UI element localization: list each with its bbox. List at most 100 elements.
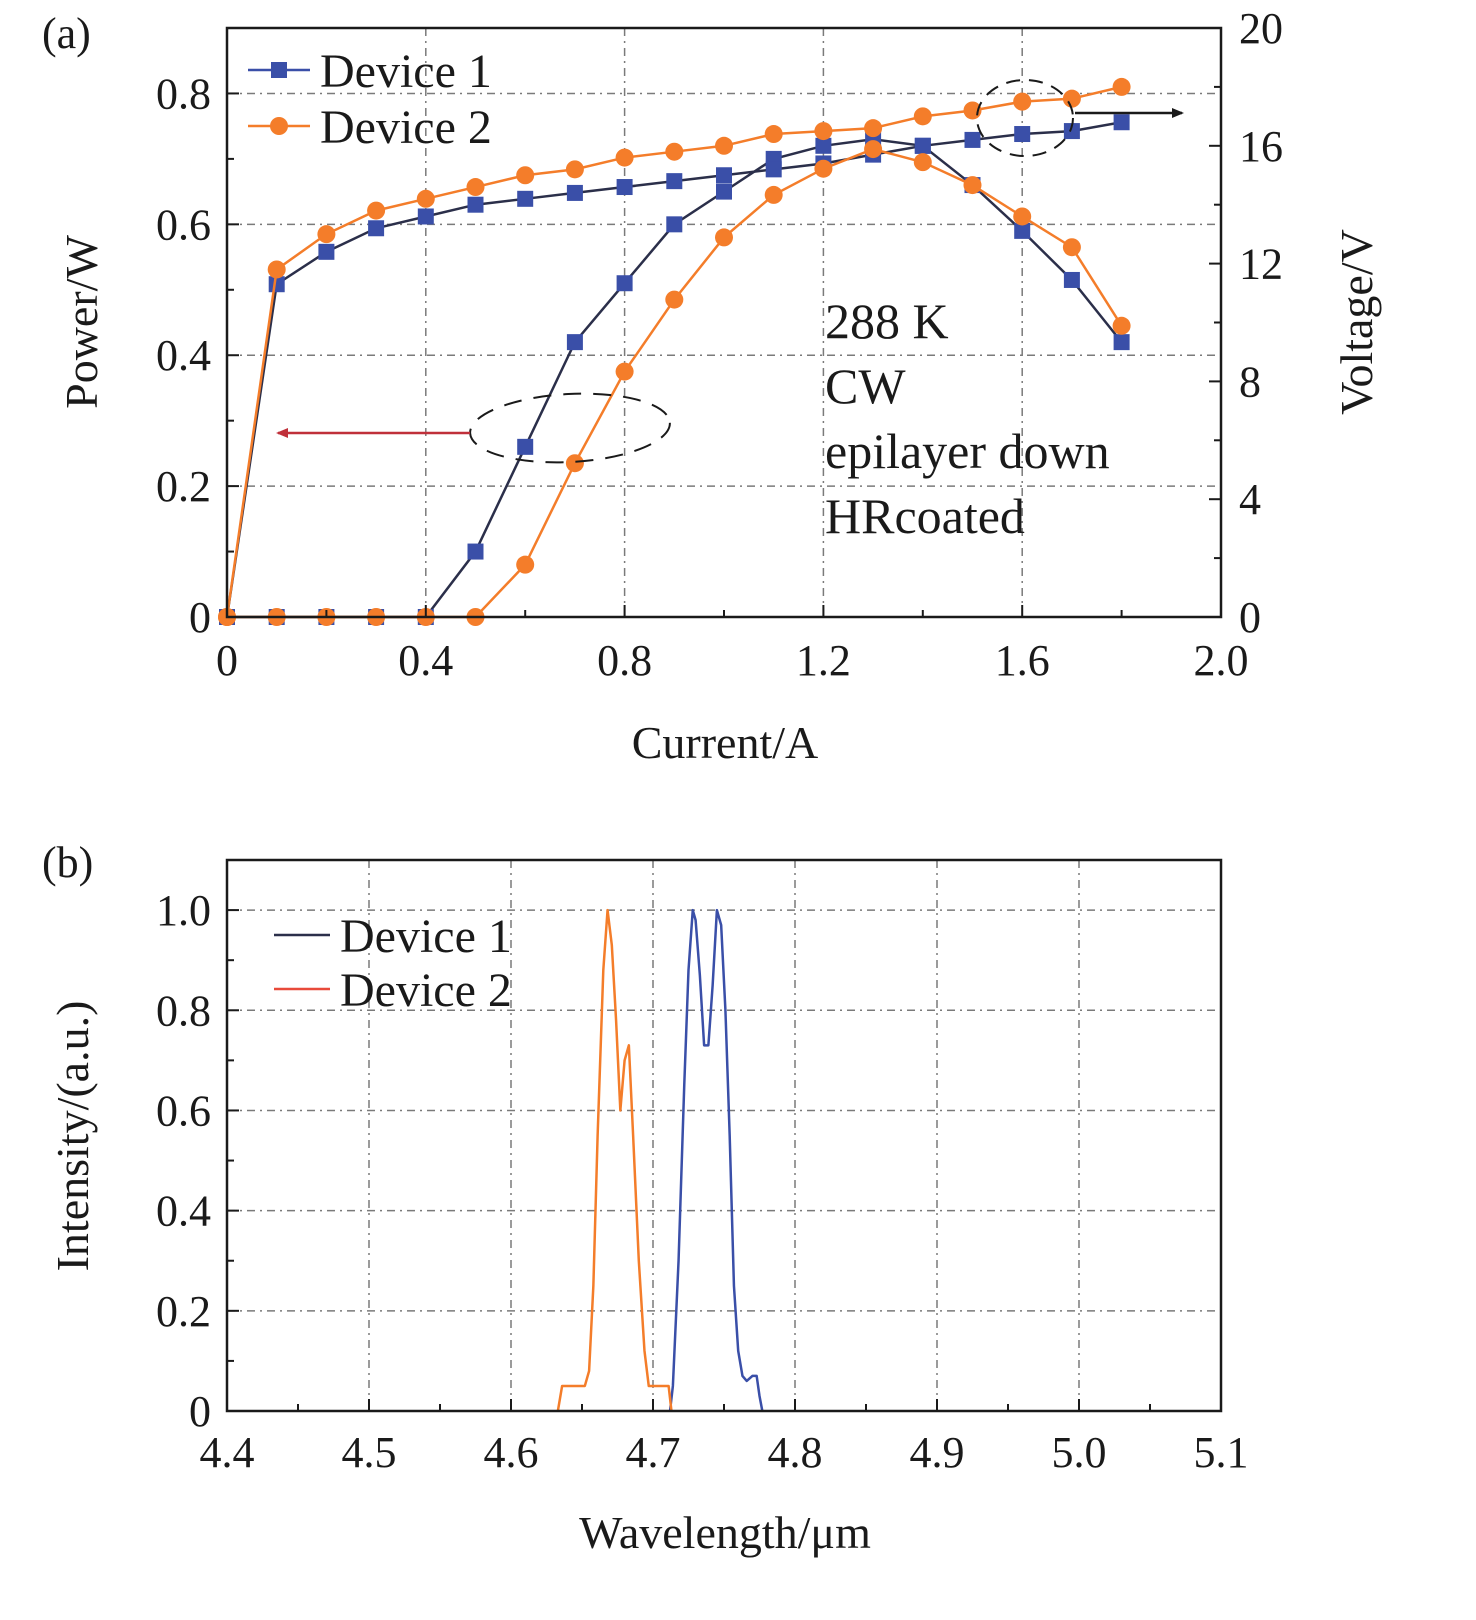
data-point-voltage-device-2 <box>864 119 883 138</box>
data-point-voltage-device-2 <box>913 107 932 126</box>
y-tick-label: 1.0 <box>156 886 211 935</box>
y-tick-label: 0.8 <box>156 986 211 1035</box>
data-point-power-device-2 <box>814 159 833 178</box>
panel-a-label: (a) <box>42 9 91 58</box>
data-point-power-device-2 <box>615 362 634 381</box>
annotation-mounting: epilayer down <box>825 423 1110 479</box>
data-point-voltage-device-1 <box>318 243 335 260</box>
x-tick-label: 4.4 <box>200 1428 255 1477</box>
data-point-voltage-device-1 <box>1113 114 1130 131</box>
data-point-voltage-device-1 <box>517 190 534 207</box>
x-tick-label: 2.0 <box>1194 636 1249 685</box>
data-point-voltage-device-1 <box>1014 126 1031 143</box>
data-point-power-device-1 <box>1014 222 1031 239</box>
data-point-voltage-device-2 <box>565 160 584 179</box>
panel-a-x-axis-title: Current/A <box>632 717 819 768</box>
legend-label-device-1: Device 1 <box>340 910 512 963</box>
panel-b-grid <box>227 860 1221 1411</box>
data-point-power-device-2 <box>1112 316 1131 335</box>
panel-b-series <box>556 908 764 1412</box>
panel-b-x-axis-title: Wavelength/μm <box>579 1507 871 1558</box>
panel-a-y-axis-title: Power/W <box>56 235 107 409</box>
data-point-power-device-1 <box>716 183 732 200</box>
legend-marker-square <box>271 62 287 78</box>
data-point-power-device-1 <box>666 216 683 233</box>
legend-item-device-2: Device 2 <box>248 101 492 154</box>
data-point-power-device-2 <box>963 176 982 195</box>
data-point-voltage-device-2 <box>317 225 336 244</box>
series-line-power-device-1 <box>227 137 1123 619</box>
panel-b: 4.4 4.5 4.6 4.7 4.8 4.9 5.0 5.1 0 0.2 0.4 0.6 0.8 1.0… <box>42 838 1249 1558</box>
panel-a-legend: Device 1 Device 2 <box>248 45 492 154</box>
data-point-voltage-device-1 <box>566 184 583 201</box>
y2-tick-label: 20 <box>1239 4 1283 53</box>
legend-item-device-2: Device 2 <box>274 964 512 1017</box>
data-point-power-device-1 <box>467 543 484 560</box>
panel-a-axis-indicators <box>276 79 1184 464</box>
x-tick-label: 5.1 <box>1194 1428 1249 1477</box>
data-point-power-device-2 <box>665 290 684 309</box>
x-tick-label: 1.6 <box>995 636 1050 685</box>
data-point-voltage-device-1 <box>1063 123 1080 140</box>
data-point-voltage-device-2 <box>814 122 833 141</box>
panel-a-ticks <box>226 27 1222 618</box>
data-point-power-device-2 <box>715 228 733 247</box>
data-point-voltage-device-2 <box>416 189 435 208</box>
data-point-voltage-device-2 <box>1062 89 1081 108</box>
data-point-voltage-device-1 <box>765 161 782 178</box>
data-point-voltage-device-1 <box>666 173 683 190</box>
data-point-voltage-device-1 <box>616 179 633 196</box>
panel-b-ticks <box>226 909 1222 1412</box>
voltage-curve-ellipse <box>976 79 1074 157</box>
y2-tick-label: 12 <box>1239 240 1283 289</box>
data-point-voltage-device-2 <box>367 201 386 220</box>
data-point-power-device-1 <box>1063 271 1080 288</box>
y2-tick-label: 16 <box>1239 122 1283 171</box>
annotation-mode: CW <box>825 358 906 414</box>
y2-tick-label: 0 <box>1239 593 1261 642</box>
data-point-power-device-2 <box>864 140 883 159</box>
data-point-voltage-device-1 <box>467 196 484 213</box>
y-tick-label: 0.4 <box>156 331 211 380</box>
x-tick-label: 4.8 <box>768 1428 823 1477</box>
power-curve-ellipse <box>469 392 671 464</box>
data-point-voltage-device-2 <box>665 142 684 161</box>
x-tick-label: 4.7 <box>626 1428 681 1477</box>
data-point-power-device-2 <box>913 153 932 172</box>
annotation-temperature: 288 K <box>825 293 949 349</box>
x-tick-label: 4.9 <box>910 1428 965 1477</box>
x-tick-label: 0.4 <box>398 636 453 685</box>
data-point-power-device-2 <box>1062 238 1081 257</box>
data-point-power-device-1 <box>616 275 633 292</box>
data-point-voltage-device-2 <box>466 178 485 197</box>
data-point-voltage-device-2 <box>516 166 535 185</box>
y-tick-label: 0.2 <box>156 1287 211 1336</box>
panel-a-y2-axis-title: Voltage/V <box>1331 229 1382 415</box>
y2-tick-label: 4 <box>1239 475 1261 524</box>
y2-tick-label: 8 <box>1239 357 1261 406</box>
legend-marker-circle <box>270 117 288 135</box>
x-tick-label: 4.5 <box>342 1428 397 1477</box>
annotation-coating: HRcoated <box>825 488 1025 544</box>
spectrum-line-device-2 <box>556 908 673 1412</box>
data-point-voltage-device-2 <box>1013 92 1032 111</box>
panel-b-legend: Device 1 Device 2 <box>274 910 512 1017</box>
data-point-voltage-device-1 <box>268 276 285 293</box>
x-tick-label: 0.8 <box>597 636 652 685</box>
data-point-voltage-device-2 <box>1112 77 1131 96</box>
data-point-power-device-2 <box>516 555 535 574</box>
spectrum-line-device-1 <box>668 908 764 1412</box>
y-tick-label: 0 <box>189 1387 211 1436</box>
data-point-voltage-device-1 <box>716 167 732 184</box>
x-tick-label: 5.0 <box>1052 1428 1107 1477</box>
x-tick-label: 0 <box>216 636 238 685</box>
y-tick-label: 0.4 <box>156 1187 211 1236</box>
panel-a-annotation: 288 K CW epilayer down HRcoated <box>825 293 1110 544</box>
panel-b-tick-labels: 4.4 4.5 4.6 4.7 4.8 4.9 5.0 5.1 0 0.2 0.4 0.6 0.8 1.0 <box>156 886 1249 1477</box>
x-tick-label: 4.6 <box>484 1428 539 1477</box>
y-tick-label: 0.6 <box>156 1086 211 1135</box>
